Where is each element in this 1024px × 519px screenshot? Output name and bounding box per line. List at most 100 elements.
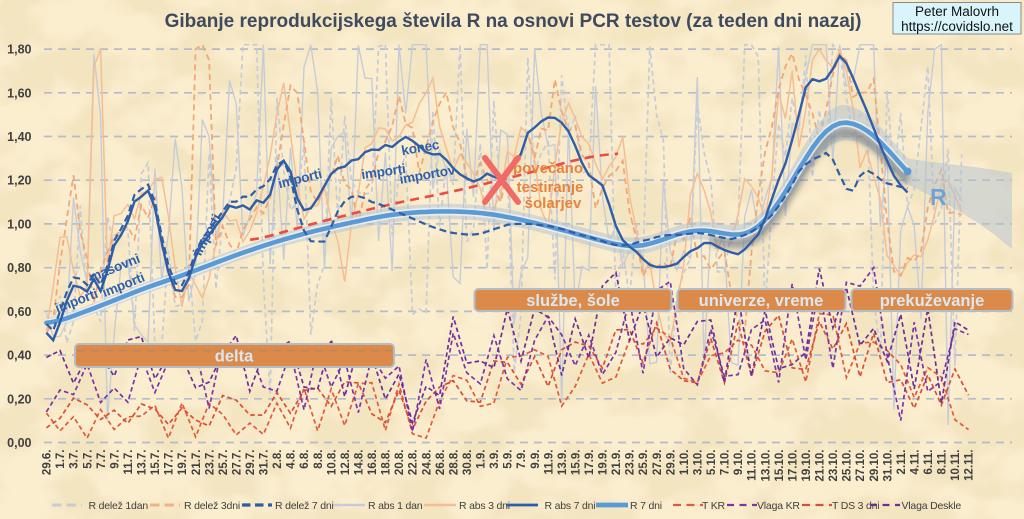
svg-text:1,20: 1,20 (7, 174, 31, 188)
svg-text:Vlaga KR: Vlaga KR (757, 500, 800, 512)
svg-text:prekuževanje: prekuževanje (880, 292, 985, 310)
svg-text:29.7.: 29.7. (245, 450, 257, 476)
svg-text:17.10.: 17.10. (787, 450, 799, 482)
svg-text:20.8.: 20.8. (394, 450, 406, 476)
svg-text:18.8.: 18.8. (381, 450, 393, 476)
svg-text:6.11.: 6.11. (923, 450, 935, 475)
svg-text:R: R (930, 184, 947, 210)
svg-text:5.9.: 5.9. (503, 450, 515, 469)
svg-text:T DS 3 dni: T DS 3 dni (832, 500, 879, 512)
svg-text:7.7.: 7.7. (96, 450, 108, 469)
svg-text:21.10.: 21.10. (815, 450, 827, 482)
svg-text:0,40: 0,40 (7, 349, 31, 363)
svg-text:Peter Malovrh: Peter Malovrh (915, 4, 999, 19)
svg-text:19.7.: 19.7. (177, 450, 189, 476)
svg-text:17.9.: 17.9. (584, 450, 596, 476)
svg-text:5.10.: 5.10. (706, 450, 718, 476)
svg-text:31.10.: 31.10. (882, 450, 894, 482)
svg-text:9.7.: 9.7. (109, 450, 121, 469)
svg-text:23.10.: 23.10. (828, 450, 840, 482)
svg-text:13.9.: 13.9. (557, 450, 569, 476)
svg-text:R delež 1dan: R delež 1dan (89, 500, 149, 512)
svg-text:povečano: povečano (513, 160, 583, 177)
svg-text:21.7.: 21.7. (191, 450, 203, 476)
svg-text:R delež 7 dni: R delež 7 dni (275, 500, 334, 512)
svg-text:9.10.: 9.10. (733, 450, 745, 476)
svg-text:11.10.: 11.10. (747, 450, 759, 481)
svg-text:8.8.: 8.8. (313, 450, 325, 469)
svg-text:4.8.: 4.8. (286, 450, 298, 469)
svg-text:univerze, vreme: univerze, vreme (699, 292, 824, 310)
svg-text:10.8.: 10.8. (326, 450, 338, 476)
svg-text:10.11.: 10.11. (950, 450, 962, 481)
svg-text:3.10.: 3.10. (693, 450, 705, 476)
svg-text:13.7.: 13.7. (137, 450, 149, 476)
svg-text:Vlaga Deskle: Vlaga Deskle (902, 500, 962, 512)
svg-text:27.7.: 27.7. (231, 450, 243, 476)
svg-text:12.11.: 12.11. (964, 450, 976, 481)
svg-text:Gibanje reprodukcijskega števi: Gibanje reprodukcijskega števila R na os… (165, 11, 862, 32)
svg-text:21.9.: 21.9. (611, 450, 623, 476)
svg-text:29.10.: 29.10. (869, 450, 881, 482)
svg-text:26.8.: 26.8. (435, 450, 447, 476)
svg-text:19.9.: 19.9. (598, 450, 610, 476)
svg-text:15.9.: 15.9. (570, 450, 582, 476)
svg-text:30.8.: 30.8. (462, 450, 474, 476)
svg-text:12.8.: 12.8. (340, 450, 352, 476)
svg-text:2.11.: 2.11. (896, 450, 908, 475)
svg-text:1,00: 1,00 (7, 217, 31, 231)
svg-text:https://covidslo.net: https://covidslo.net (901, 19, 1013, 34)
svg-text:11.7.: 11.7. (123, 450, 135, 475)
svg-text:službe, šole: službe, šole (526, 292, 620, 310)
svg-text:7.9.: 7.9. (516, 450, 528, 469)
svg-text:8.11.: 8.11. (937, 450, 949, 475)
svg-text:15.7.: 15.7. (150, 450, 162, 476)
svg-text:1,60: 1,60 (7, 86, 31, 100)
svg-text:28.8.: 28.8. (448, 450, 460, 476)
svg-text:27.9.: 27.9. (652, 450, 664, 476)
svg-text:6.8.: 6.8. (299, 450, 311, 469)
svg-text:17.7.: 17.7. (164, 450, 176, 476)
svg-text:25.9.: 25.9. (638, 450, 650, 476)
svg-text:24.8.: 24.8. (421, 450, 433, 476)
svg-text:1.10.: 1.10. (679, 450, 691, 476)
svg-text:7.10.: 7.10. (720, 450, 732, 476)
svg-text:25.10.: 25.10. (842, 450, 854, 482)
svg-text:25.7.: 25.7. (218, 450, 230, 476)
svg-text:13.10.: 13.10. (760, 450, 772, 482)
svg-text:R 7 dni: R 7 dni (630, 500, 662, 512)
svg-text:16.8.: 16.8. (367, 450, 379, 476)
svg-text:testiranje: testiranje (517, 179, 584, 196)
svg-text:9.9.: 9.9. (530, 450, 542, 469)
svg-text:5.7.: 5.7. (82, 450, 94, 469)
svg-text:15.10.: 15.10. (774, 450, 786, 482)
svg-text:delta: delta (215, 348, 254, 366)
svg-text:1,40: 1,40 (7, 130, 31, 144)
svg-text:3.7.: 3.7. (69, 450, 81, 469)
svg-text:0,00: 0,00 (7, 436, 31, 450)
svg-text:23.9.: 23.9. (625, 450, 637, 476)
svg-text:konec: konec (400, 137, 441, 158)
svg-text:T KR: T KR (702, 500, 726, 512)
svg-text:23.7.: 23.7. (204, 450, 216, 476)
svg-text:šolarjev: šolarjev (525, 195, 582, 212)
svg-text:3.9.: 3.9. (489, 450, 501, 469)
svg-text:importi: importi (360, 161, 406, 182)
svg-text:0,80: 0,80 (7, 261, 31, 275)
svg-text:4.11.: 4.11. (909, 450, 921, 475)
svg-text:R abs 7 dni: R abs 7 dni (545, 500, 596, 512)
svg-text:19.10.: 19.10. (801, 450, 813, 482)
svg-text:R abs 3 dni: R abs 3 dni (459, 500, 510, 512)
svg-text:29.9.: 29.9. (665, 450, 677, 476)
svg-text:31.7.: 31.7. (259, 450, 271, 476)
svg-text:R abs 1 dan: R abs 1 dan (368, 500, 423, 512)
svg-text:27.10.: 27.10. (855, 450, 867, 482)
svg-text:14.8.: 14.8. (354, 450, 366, 476)
svg-text:0,60: 0,60 (7, 305, 31, 319)
svg-text:1.7.: 1.7. (55, 450, 67, 469)
svg-text:29.6.: 29.6. (42, 450, 54, 476)
svg-text:1,80: 1,80 (7, 43, 31, 57)
svg-text:0,20: 0,20 (7, 392, 31, 406)
svg-text:22.8.: 22.8. (408, 450, 420, 476)
svg-text:2.8.: 2.8. (272, 450, 284, 469)
